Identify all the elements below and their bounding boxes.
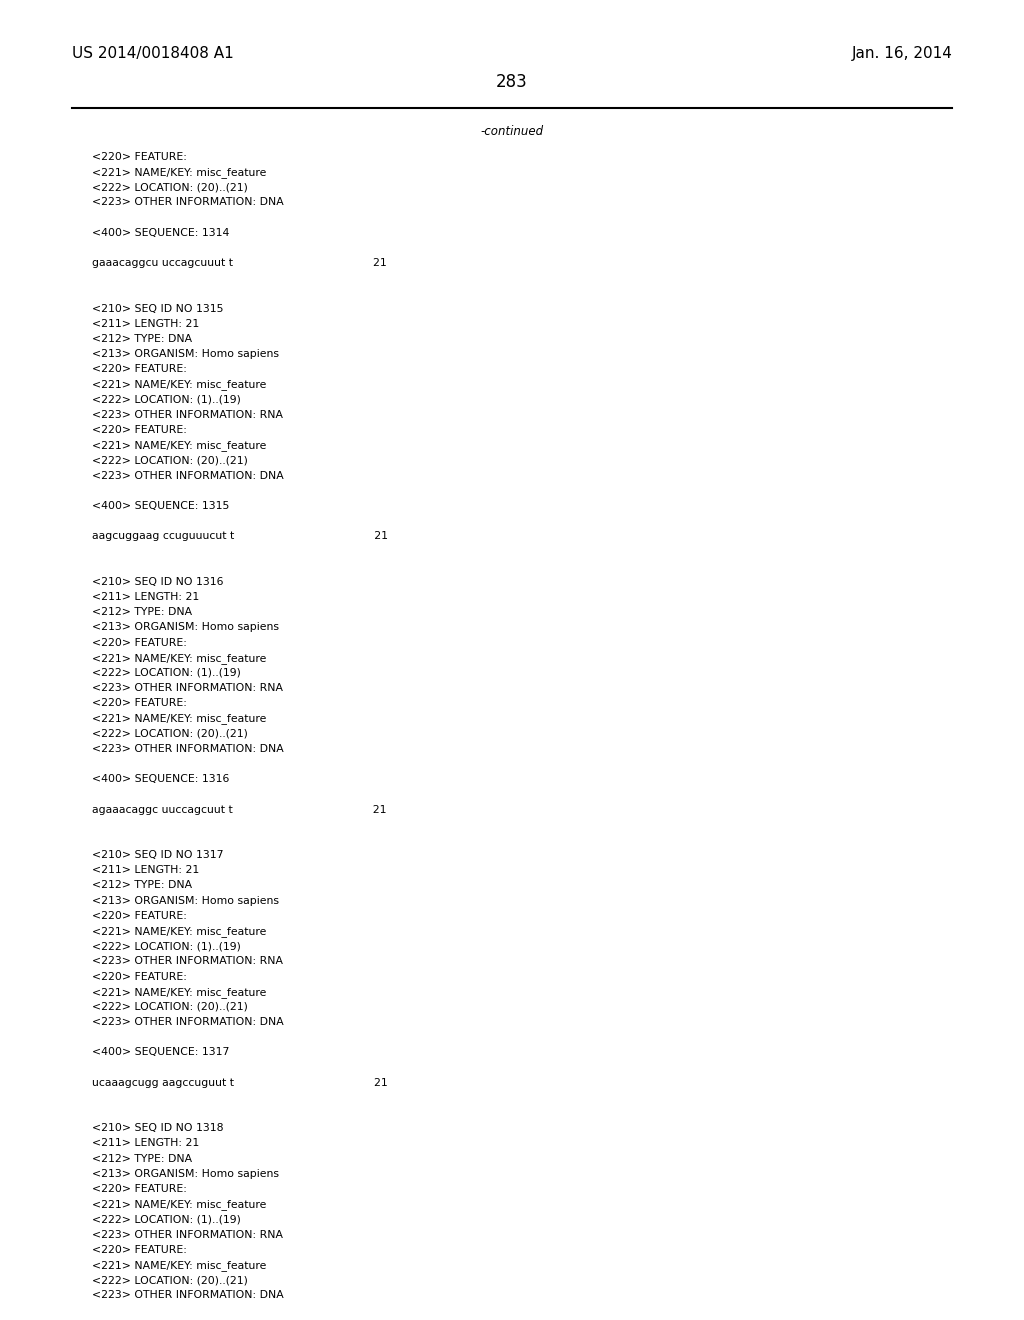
Text: US 2014/0018408 A1: US 2014/0018408 A1 [72,46,233,61]
Text: <223> OTHER INFORMATION: DNA: <223> OTHER INFORMATION: DNA [92,197,284,207]
Text: <400> SEQUENCE: 1316: <400> SEQUENCE: 1316 [92,774,229,784]
Text: <221> NAME/KEY: misc_feature: <221> NAME/KEY: misc_feature [92,713,266,725]
Text: <221> NAME/KEY: misc_feature: <221> NAME/KEY: misc_feature [92,380,266,391]
Text: <213> ORGANISM: Homo sapiens: <213> ORGANISM: Homo sapiens [92,895,280,906]
Text: <212> TYPE: DNA: <212> TYPE: DNA [92,1154,193,1164]
Text: <222> LOCATION: (20)..(21): <222> LOCATION: (20)..(21) [92,1275,248,1286]
Text: <211> LENGTH: 21: <211> LENGTH: 21 [92,591,200,602]
Text: <223> OTHER INFORMATION: RNA: <223> OTHER INFORMATION: RNA [92,682,284,693]
Text: agaaacaggc uuccagcuut t                                        21: agaaacaggc uuccagcuut t 21 [92,804,387,814]
Text: <212> TYPE: DNA: <212> TYPE: DNA [92,607,193,618]
Text: <223> OTHER INFORMATION: RNA: <223> OTHER INFORMATION: RNA [92,956,284,966]
Text: <221> NAME/KEY: misc_feature: <221> NAME/KEY: misc_feature [92,652,266,664]
Text: <221> NAME/KEY: misc_feature: <221> NAME/KEY: misc_feature [92,1259,266,1271]
Text: <210> SEQ ID NO 1315: <210> SEQ ID NO 1315 [92,304,223,314]
Text: <213> ORGANISM: Homo sapiens: <213> ORGANISM: Homo sapiens [92,1170,280,1179]
Text: <221> NAME/KEY: misc_feature: <221> NAME/KEY: misc_feature [92,168,266,178]
Text: <220> FEATURE:: <220> FEATURE: [92,152,187,162]
Text: <220> FEATURE:: <220> FEATURE: [92,1245,187,1255]
Text: <222> LOCATION: (1)..(19): <222> LOCATION: (1)..(19) [92,395,241,405]
Text: <212> TYPE: DNA: <212> TYPE: DNA [92,334,193,345]
Text: <223> OTHER INFORMATION: DNA: <223> OTHER INFORMATION: DNA [92,471,284,480]
Text: <223> OTHER INFORMATION: RNA: <223> OTHER INFORMATION: RNA [92,409,284,420]
Text: <221> NAME/KEY: misc_feature: <221> NAME/KEY: misc_feature [92,441,266,451]
Text: gaaacaggcu uccagcuuut t                                        21: gaaacaggcu uccagcuuut t 21 [92,259,387,268]
Text: Jan. 16, 2014: Jan. 16, 2014 [851,46,952,61]
Text: <212> TYPE: DNA: <212> TYPE: DNA [92,880,193,891]
Text: <221> NAME/KEY: misc_feature: <221> NAME/KEY: misc_feature [92,1199,266,1210]
Text: <211> LENGTH: 21: <211> LENGTH: 21 [92,319,200,329]
Text: <400> SEQUENCE: 1317: <400> SEQUENCE: 1317 [92,1048,229,1057]
Text: <210> SEQ ID NO 1318: <210> SEQ ID NO 1318 [92,1123,223,1134]
Text: <400> SEQUENCE: 1314: <400> SEQUENCE: 1314 [92,227,229,238]
Text: <221> NAME/KEY: misc_feature: <221> NAME/KEY: misc_feature [92,986,266,998]
Text: <222> LOCATION: (20)..(21): <222> LOCATION: (20)..(21) [92,455,248,466]
Text: <222> LOCATION: (1)..(19): <222> LOCATION: (1)..(19) [92,1214,241,1225]
Text: <222> LOCATION: (20)..(21): <222> LOCATION: (20)..(21) [92,182,248,193]
Text: <213> ORGANISM: Homo sapiens: <213> ORGANISM: Homo sapiens [92,348,280,359]
Text: <220> FEATURE:: <220> FEATURE: [92,972,187,982]
Text: <210> SEQ ID NO 1316: <210> SEQ ID NO 1316 [92,577,223,587]
Text: <222> LOCATION: (1)..(19): <222> LOCATION: (1)..(19) [92,668,241,678]
Text: <211> LENGTH: 21: <211> LENGTH: 21 [92,866,200,875]
Text: <221> NAME/KEY: misc_feature: <221> NAME/KEY: misc_feature [92,927,266,937]
Text: <223> OTHER INFORMATION: DNA: <223> OTHER INFORMATION: DNA [92,1290,284,1300]
Text: <223> OTHER INFORMATION: DNA: <223> OTHER INFORMATION: DNA [92,744,284,754]
Text: <211> LENGTH: 21: <211> LENGTH: 21 [92,1138,200,1148]
Text: 283: 283 [496,73,528,91]
Text: <220> FEATURE:: <220> FEATURE: [92,425,187,436]
Text: -continued: -continued [480,125,544,139]
Text: <222> LOCATION: (20)..(21): <222> LOCATION: (20)..(21) [92,729,248,739]
Text: <223> OTHER INFORMATION: DNA: <223> OTHER INFORMATION: DNA [92,1016,284,1027]
Text: <213> ORGANISM: Homo sapiens: <213> ORGANISM: Homo sapiens [92,623,280,632]
Text: ucaaagcugg aagccuguut t                                        21: ucaaagcugg aagccuguut t 21 [92,1077,388,1088]
Text: <400> SEQUENCE: 1315: <400> SEQUENCE: 1315 [92,500,229,511]
Text: <210> SEQ ID NO 1317: <210> SEQ ID NO 1317 [92,850,223,861]
Text: aagcuggaag ccuguuucut t                                        21: aagcuggaag ccuguuucut t 21 [92,531,388,541]
Text: <220> FEATURE:: <220> FEATURE: [92,911,187,921]
Text: <222> LOCATION: (1)..(19): <222> LOCATION: (1)..(19) [92,941,241,952]
Text: <222> LOCATION: (20)..(21): <222> LOCATION: (20)..(21) [92,1002,248,1012]
Text: <220> FEATURE:: <220> FEATURE: [92,364,187,375]
Text: <223> OTHER INFORMATION: RNA: <223> OTHER INFORMATION: RNA [92,1230,284,1239]
Text: <220> FEATURE:: <220> FEATURE: [92,1184,187,1195]
Text: <220> FEATURE:: <220> FEATURE: [92,698,187,709]
Text: <220> FEATURE:: <220> FEATURE: [92,638,187,648]
